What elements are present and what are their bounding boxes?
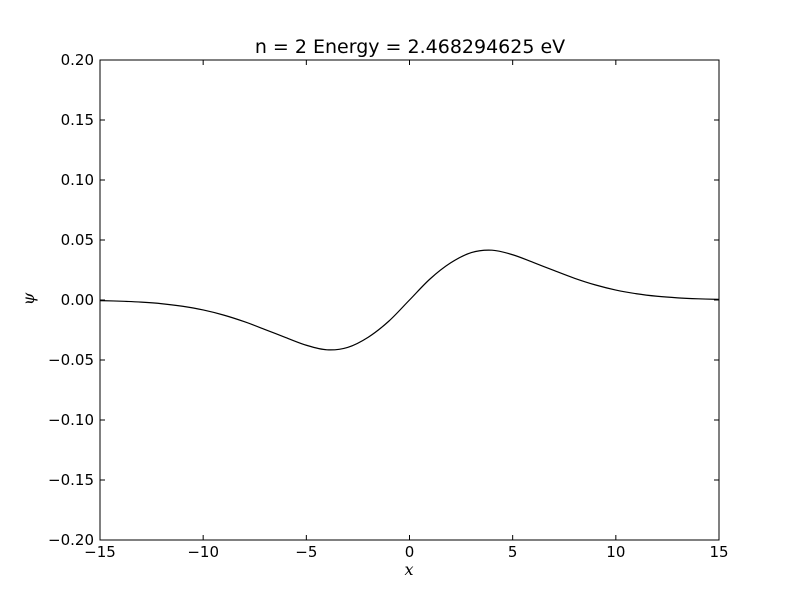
- x-tick-label: 5: [508, 543, 518, 561]
- y-tick-label: 0.00: [61, 291, 94, 309]
- x-tick-label: −10: [187, 543, 219, 561]
- x-axis-label: x: [404, 560, 413, 579]
- y-tick-label: −0.20: [48, 531, 94, 549]
- y-tick-label: −0.15: [48, 471, 94, 489]
- y-tick-label: 0.15: [61, 111, 94, 129]
- chart-title: n = 2 Energy = 2.468294625 eV: [255, 36, 565, 58]
- x-tick-label: 15: [709, 543, 728, 561]
- y-tick-label: 0.10: [61, 171, 94, 189]
- x-tick-label: −15: [84, 543, 116, 561]
- y-axis-label: ψ: [19, 292, 38, 305]
- series-line: [99, 249, 720, 351]
- plot-area: −15 −10 −5 0 5 10 15 −0.20 −0.15 −0.10 −0.05 0.00 0.…: [48, 51, 729, 561]
- x-tick-label: 0: [405, 543, 415, 561]
- y-tick-label: 0.20: [61, 51, 94, 69]
- x-tick-label: −5: [295, 543, 317, 561]
- y-tick-label: −0.10: [48, 411, 94, 429]
- x-tick-label: 10: [606, 543, 625, 561]
- y-tick-label: −0.05: [48, 351, 94, 369]
- y-tick-label: 0.05: [61, 231, 94, 249]
